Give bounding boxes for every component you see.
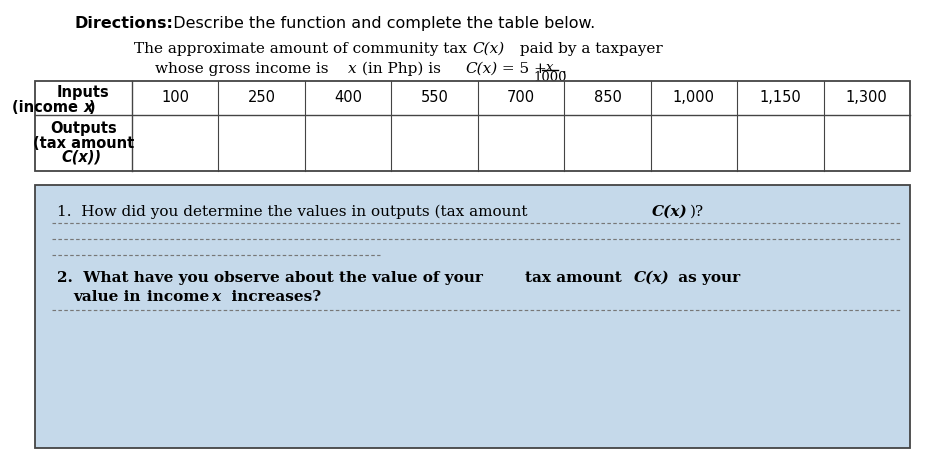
- Text: C(x): C(x): [472, 42, 504, 56]
- Text: C(x)): C(x)): [61, 150, 102, 164]
- Text: as your: as your: [673, 271, 740, 285]
- Text: 1,150: 1,150: [760, 90, 801, 106]
- Text: x: x: [83, 100, 93, 114]
- Text: 700: 700: [507, 90, 535, 106]
- Text: 1.  How did you determine the values in outputs (tax amount: 1. How did you determine the values in o…: [57, 205, 532, 219]
- Text: 2.  What have you observe about the value of your: 2. What have you observe about the value…: [57, 271, 488, 285]
- Text: increases?: increases?: [221, 290, 321, 304]
- Text: (tax amount: (tax amount: [33, 136, 134, 150]
- Text: ): ): [89, 100, 95, 114]
- Text: 100: 100: [161, 90, 189, 106]
- Text: x: x: [547, 61, 554, 74]
- Text: The approximate amount of community tax: The approximate amount of community tax: [134, 42, 472, 56]
- Text: C(x): C(x): [634, 271, 669, 285]
- Text: C(x): C(x): [465, 62, 497, 76]
- Text: (in Php) is: (in Php) is: [357, 62, 446, 76]
- Text: 550: 550: [421, 90, 448, 106]
- Text: (income: (income: [12, 100, 83, 114]
- Text: = 5 +: = 5 +: [497, 62, 551, 76]
- Text: value in: value in: [73, 290, 145, 304]
- Text: Inputs: Inputs: [58, 86, 110, 100]
- Text: paid by a taxpayer: paid by a taxpayer: [515, 42, 663, 56]
- Text: x: x: [348, 62, 357, 76]
- Text: 1000: 1000: [533, 71, 566, 84]
- Text: Describe the function and complete the table below.: Describe the function and complete the t…: [163, 16, 596, 31]
- Text: )?: )?: [690, 205, 704, 219]
- Text: .: .: [562, 62, 566, 76]
- Text: income: income: [147, 290, 214, 304]
- Text: 250: 250: [247, 90, 276, 106]
- Bar: [35, 81, 910, 171]
- Text: whose gross income is: whose gross income is: [155, 62, 333, 76]
- Text: Outputs: Outputs: [50, 121, 117, 137]
- Text: x: x: [211, 290, 220, 304]
- Bar: [35, 81, 910, 171]
- Text: 850: 850: [594, 90, 621, 106]
- Text: 1,000: 1,000: [673, 90, 715, 106]
- Bar: [35, 185, 910, 448]
- Text: Directions:: Directions:: [75, 16, 174, 31]
- Text: C(x): C(x): [652, 205, 688, 219]
- Text: 1,300: 1,300: [846, 90, 887, 106]
- Text: tax amount: tax amount: [525, 271, 627, 285]
- Text: 400: 400: [334, 90, 362, 106]
